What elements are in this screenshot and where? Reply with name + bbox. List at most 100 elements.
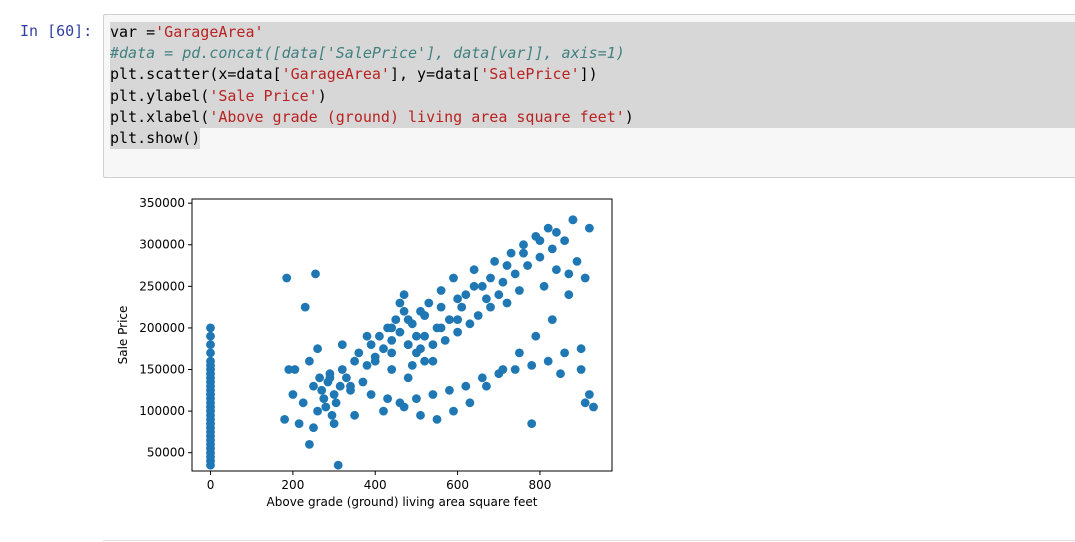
- scatter-point: [362, 331, 372, 341]
- scatter-point: [309, 381, 318, 391]
- x-tick-label: 800: [528, 478, 551, 492]
- scatter-point: [527, 361, 537, 370]
- code-token: plt.scatter(x=data[: [110, 65, 282, 84]
- plot-frame: [191, 198, 613, 472]
- input-prompt: In [60]:: [20, 22, 93, 40]
- scatter-point: [387, 365, 397, 374]
- scatter-point: [206, 340, 215, 349]
- scatter-point: [560, 348, 569, 358]
- scatter-point: [403, 315, 413, 324]
- scatter-point: [424, 298, 434, 308]
- code-token: ): [624, 107, 634, 126]
- scatter-point: [412, 348, 421, 358]
- scatter-point: [305, 356, 314, 366]
- scatter-point: [375, 331, 384, 341]
- scatter-point: [379, 344, 388, 354]
- y-tick-label: 150000: [139, 363, 185, 377]
- scatter-point: [564, 269, 574, 279]
- code-line: var ='GarageArea': [110, 22, 1075, 44]
- scatter-point: [321, 402, 331, 412]
- scatter-point: [412, 394, 421, 403]
- x-tick-label: 600: [446, 478, 469, 492]
- scatter-point: [370, 356, 380, 366]
- scatter-point: [350, 410, 359, 420]
- scatter-point: [362, 361, 372, 370]
- scatter-point: [399, 306, 409, 316]
- scatter-point: [490, 257, 499, 266]
- scatter-point: [206, 356, 215, 366]
- scatter-point: [335, 381, 345, 391]
- code-string: 'SalePrice': [480, 65, 580, 84]
- y-tick-label: 300000: [139, 238, 185, 252]
- scatter-point: [547, 244, 557, 254]
- code-line: plt.show(): [110, 128, 201, 150]
- code-comment: #data = pd.concat([data['SalePrice'], da…: [110, 44, 625, 63]
- scatter-point: [502, 261, 512, 270]
- scatter-point: [473, 311, 483, 320]
- scatter-point: [457, 302, 467, 312]
- scatter-point: [547, 315, 557, 324]
- scatter-point: [445, 315, 454, 324]
- scatter-point: [428, 356, 438, 366]
- scatter-point: [284, 365, 294, 374]
- scatter-point: [403, 373, 413, 383]
- scatter-point: [407, 361, 417, 370]
- scatter-point: [510, 365, 520, 374]
- scatter-point: [416, 306, 425, 316]
- scatter-point: [465, 398, 475, 408]
- scatter-point: [523, 261, 532, 270]
- scatter-point: [395, 327, 405, 337]
- scatter-point: [383, 394, 392, 403]
- scatter-point: [543, 223, 553, 233]
- scatter-point: [535, 252, 545, 262]
- scatter-point: [311, 269, 320, 279]
- scatter-point: [449, 273, 458, 283]
- x-tick-label: 200: [281, 478, 304, 492]
- code-area[interactable]: var ='GarageArea' #data = pd.concat([data…: [110, 22, 1075, 150]
- scatter-point: [469, 281, 479, 291]
- scatter-point: [580, 273, 590, 283]
- scatter-point: [486, 302, 495, 312]
- scatter-point: [282, 273, 292, 283]
- code-token: plt.xlabel(: [110, 107, 210, 126]
- scatter-point: [535, 236, 545, 245]
- code-token: plt.ylabel(: [110, 86, 210, 105]
- scatter-point: [325, 373, 335, 383]
- code-token: ]): [579, 65, 598, 84]
- scatter-point: [585, 223, 594, 233]
- scatter-point: [412, 331, 421, 341]
- scatter-point: [515, 286, 524, 295]
- scatter-point: [288, 390, 298, 399]
- scatter-point: [453, 294, 462, 304]
- scatter-point: [399, 402, 409, 412]
- code-string: 'GarageArea': [155, 23, 264, 41]
- scatter-point: [428, 340, 438, 349]
- code-line: plt.ylabel('Sale Price'): [110, 85, 1075, 107]
- cell-output: 0 200 400 600 800 50000 100000 150000 200000 2500…: [103, 185, 1075, 535]
- scatter-point: [482, 381, 491, 391]
- scatter-point: [387, 348, 397, 358]
- code-string: 'Sale Price': [209, 86, 318, 105]
- scatter-point: [333, 460, 343, 470]
- code-string: 'Above grade (ground) living area square…: [209, 107, 625, 126]
- scatter-point: [420, 356, 429, 366]
- scatter-point: [354, 348, 364, 358]
- y-tick-label: 200000: [139, 321, 185, 335]
- scatter-point: [366, 340, 376, 349]
- scatter-point: [387, 323, 397, 333]
- scatter-point: [585, 390, 594, 399]
- scatter-point: [498, 277, 508, 287]
- scatter-point: [337, 340, 347, 349]
- scatter-point: [449, 406, 458, 416]
- scatter-point: [395, 298, 405, 308]
- scatter-point: [294, 419, 304, 428]
- code-token: ): [317, 86, 327, 105]
- code-line: #data = pd.concat([data['SalePrice'], da…: [110, 43, 1075, 65]
- scatter-point: [539, 281, 549, 291]
- scatter-point: [519, 248, 528, 258]
- scatter-point: [379, 406, 388, 416]
- scatter-point: [445, 385, 454, 395]
- next-cell-divider: [103, 540, 1075, 541]
- scatter-point: [313, 344, 322, 354]
- y-axis-label: Sale Price: [116, 306, 130, 365]
